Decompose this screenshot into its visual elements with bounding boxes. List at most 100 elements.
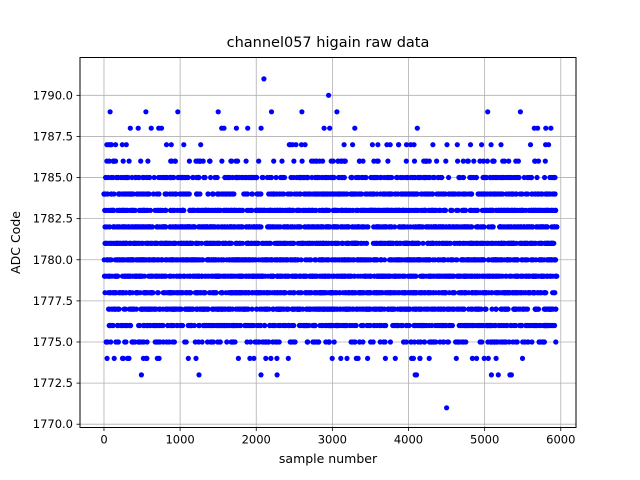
data-point (543, 125, 549, 131)
data-point (495, 273, 501, 279)
data-point (392, 207, 398, 213)
data-point (246, 224, 252, 230)
data-point (155, 290, 161, 296)
data-point (290, 322, 296, 329)
data-point (522, 240, 529, 246)
data-point (258, 224, 264, 230)
data-point (217, 240, 223, 246)
data-point (391, 273, 398, 279)
data-point (160, 339, 166, 345)
data-point (372, 257, 378, 263)
data-point (215, 322, 221, 329)
data-point (208, 174, 214, 181)
data-point (186, 322, 192, 329)
data-point (309, 174, 315, 181)
data-point (141, 339, 147, 345)
data-point (481, 355, 487, 361)
data-point (528, 174, 534, 181)
data-point (131, 240, 137, 246)
data-point (544, 322, 550, 329)
data-point (164, 306, 170, 312)
data-point (327, 125, 333, 131)
data-point (227, 240, 233, 246)
data-point (434, 158, 440, 164)
data-point (140, 174, 146, 181)
data-point (350, 224, 356, 230)
data-point (143, 224, 149, 230)
data-point (304, 339, 310, 345)
data-point (274, 191, 280, 197)
data-point (290, 273, 296, 279)
data-point (501, 339, 507, 345)
data-point (474, 240, 480, 246)
data-point (506, 174, 512, 181)
data-point (498, 207, 505, 213)
data-point (510, 240, 517, 246)
data-point (233, 125, 239, 131)
data-point (515, 273, 521, 279)
outlier-point (215, 109, 221, 115)
data-point (518, 290, 524, 296)
data-point (310, 339, 316, 345)
data-point (158, 174, 164, 181)
data-point (507, 191, 513, 197)
data-point (375, 224, 381, 230)
data-point (412, 240, 418, 246)
data-point (469, 273, 475, 279)
data-point (188, 306, 194, 312)
data-point (163, 191, 170, 197)
data-point (274, 257, 280, 263)
data-point (402, 191, 408, 197)
data-point (539, 224, 545, 230)
data-point (350, 207, 356, 213)
data-point (448, 257, 454, 263)
data-point (518, 240, 524, 246)
data-point (244, 207, 250, 213)
data-point (359, 174, 365, 181)
data-point (481, 207, 487, 213)
data-point (357, 339, 363, 345)
data-point (277, 290, 284, 296)
data-point (529, 191, 535, 197)
data-point (441, 339, 447, 345)
data-point (323, 207, 329, 213)
data-point (533, 224, 540, 230)
data-point (468, 224, 474, 230)
data-point (338, 191, 344, 197)
data-point (127, 290, 133, 296)
data-point (409, 191, 415, 197)
data-point (541, 290, 547, 296)
data-point (113, 339, 119, 345)
data-point (440, 224, 446, 230)
data-point (187, 290, 193, 296)
data-point (474, 355, 480, 361)
data-point (306, 290, 312, 296)
data-point (437, 339, 443, 345)
data-point (416, 257, 422, 263)
data-point (262, 322, 268, 329)
data-point (403, 174, 409, 181)
data-point (213, 273, 220, 279)
data-point (493, 355, 499, 361)
data-point (160, 322, 166, 329)
data-point (391, 322, 397, 329)
data-point (530, 273, 536, 279)
data-point (258, 125, 264, 131)
data-point (172, 191, 178, 197)
data-point (453, 339, 459, 345)
data-point (437, 306, 443, 312)
data-point (136, 339, 142, 345)
data-point (344, 355, 350, 361)
data-point (365, 273, 372, 279)
data-point (363, 290, 369, 296)
data-point (356, 158, 362, 164)
x-tick-label: 0 (100, 433, 107, 447)
data-point (276, 207, 282, 213)
data-point (256, 339, 262, 345)
data-point (418, 191, 424, 197)
y-tick-label: 1780.0 (33, 253, 73, 267)
data-point (430, 142, 436, 148)
data-point (127, 191, 133, 197)
data-point (403, 142, 410, 148)
data-point (344, 240, 350, 246)
